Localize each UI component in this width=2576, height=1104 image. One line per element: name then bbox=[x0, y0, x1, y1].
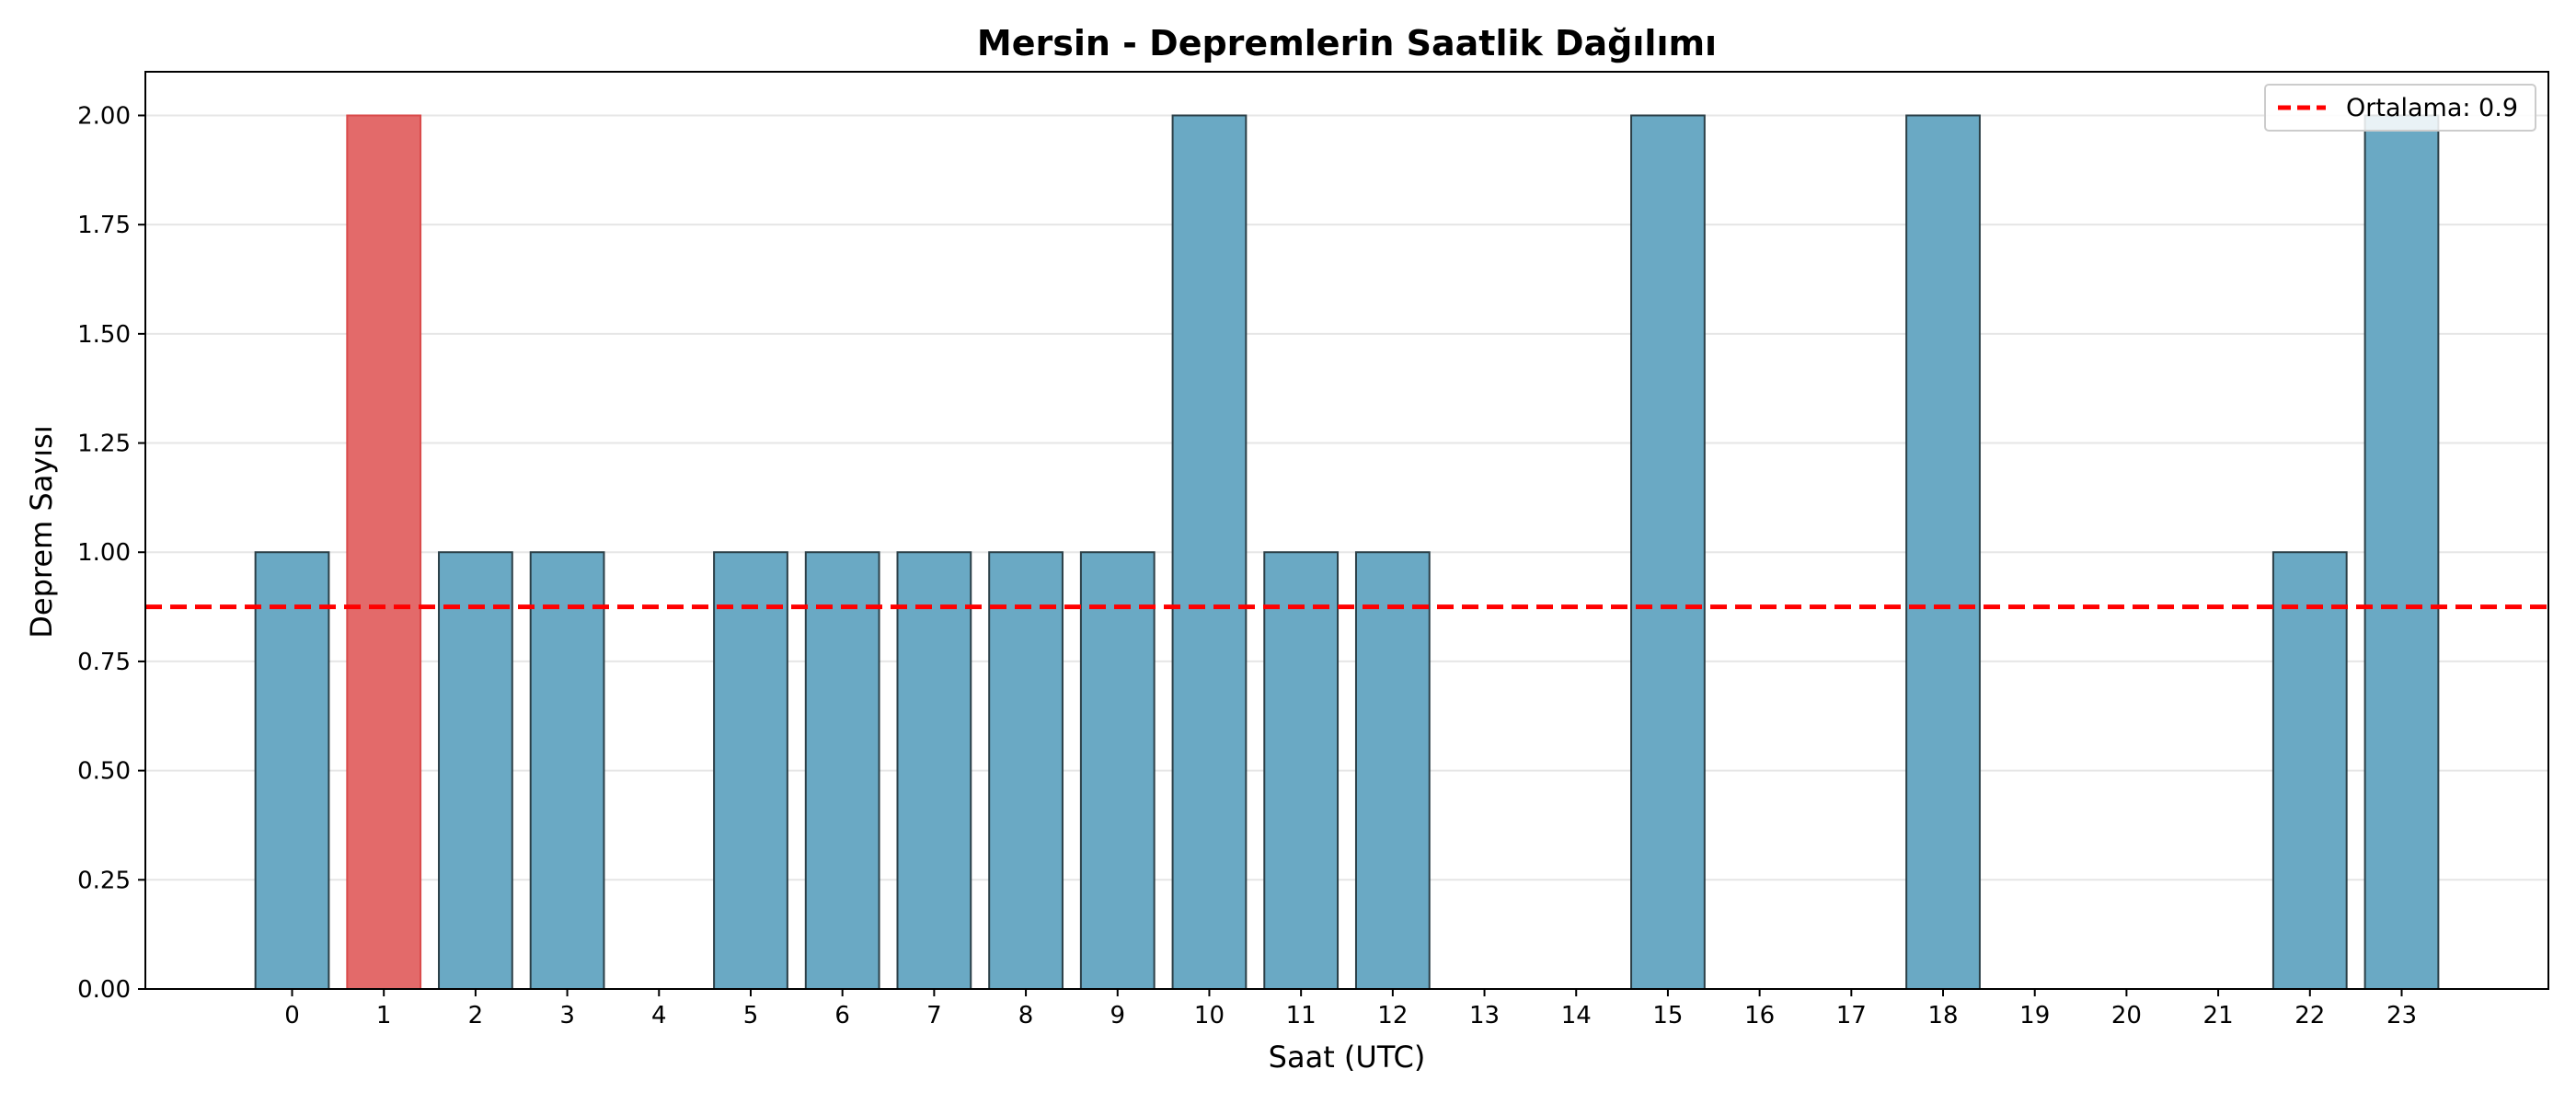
x-tick-label: 13 bbox=[1469, 1002, 1500, 1029]
x-tick-label: 17 bbox=[1836, 1002, 1867, 1029]
y-tick-label: 0.25 bbox=[77, 867, 131, 894]
x-tick-label: 2 bbox=[468, 1002, 484, 1029]
chart-title: Mersin - Depremlerin Saatlik Dağılımı bbox=[977, 23, 1717, 63]
bar-hour-9 bbox=[1079, 551, 1156, 990]
y-tick-label: 1.00 bbox=[77, 539, 131, 567]
y-tick-label: 2.00 bbox=[77, 102, 131, 130]
bar-hour-12 bbox=[1354, 551, 1431, 990]
x-tick-label: 6 bbox=[834, 1002, 850, 1029]
x-tick-label: 1 bbox=[376, 1002, 392, 1029]
y-tick-label: 0.50 bbox=[77, 758, 131, 786]
x-tick-label: 0 bbox=[284, 1002, 300, 1029]
bar-hour-10 bbox=[1171, 114, 1248, 990]
x-tick-label: 10 bbox=[1194, 1002, 1225, 1029]
bar-hour-3 bbox=[529, 551, 605, 990]
x-tick-label: 14 bbox=[1561, 1002, 1592, 1029]
x-axis-label: Saat (UTC) bbox=[1269, 1040, 1426, 1075]
bar-hour-18 bbox=[1905, 114, 1981, 990]
x-tick-label: 11 bbox=[1286, 1002, 1317, 1029]
x-axis-ticks: 0 1 2 3 4 5 6 7 8 9 10 11 12 13 14 15 16 17 18 19 20 21 22 23 bbox=[284, 989, 2417, 1029]
y-tick-label: 0.75 bbox=[77, 649, 131, 676]
bars bbox=[254, 114, 2440, 990]
y-tick-label: 0.00 bbox=[77, 976, 131, 1004]
bar-hour-1 bbox=[346, 114, 422, 990]
x-tick-label: 21 bbox=[2203, 1002, 2234, 1029]
x-tick-label: 4 bbox=[651, 1002, 667, 1029]
x-tick-label: 5 bbox=[743, 1002, 759, 1029]
x-tick-label: 12 bbox=[1377, 1002, 1408, 1029]
bar-hour-6 bbox=[804, 551, 880, 990]
x-tick-label: 22 bbox=[2294, 1002, 2325, 1029]
x-tick-label: 9 bbox=[1110, 1002, 1125, 1029]
y-axis-label: Deprem Sayısı bbox=[24, 425, 59, 638]
x-tick-label: 18 bbox=[1927, 1002, 1958, 1029]
x-tick-label: 23 bbox=[2386, 1002, 2417, 1029]
y-tick-label: 1.50 bbox=[77, 321, 131, 349]
bar-hour-5 bbox=[713, 551, 788, 990]
bar-hour-2 bbox=[438, 551, 513, 990]
x-tick-label: 15 bbox=[1652, 1002, 1683, 1029]
y-axis-ticks: 0.00 0.25 0.50 0.75 1.00 1.25 1.50 1.75 2.00 bbox=[77, 102, 145, 1004]
legend-box bbox=[2264, 84, 2536, 132]
y-tick-label: 1.75 bbox=[77, 212, 131, 239]
x-tick-label: 19 bbox=[2019, 1002, 2050, 1029]
legend: Ortalama: 0.9 bbox=[2264, 84, 2536, 132]
legend-mean-label: Ortalama: 0.9 bbox=[2346, 94, 2518, 122]
y-tick-label: 1.25 bbox=[77, 431, 131, 458]
x-tick-label: 8 bbox=[1018, 1002, 1034, 1029]
bar-hour-11 bbox=[1263, 551, 1340, 990]
x-tick-label: 16 bbox=[1744, 1002, 1775, 1029]
bar-hour-15 bbox=[1630, 114, 1706, 990]
bar-hour-0 bbox=[254, 551, 330, 990]
x-tick-label: 20 bbox=[2111, 1002, 2142, 1029]
x-tick-label: 7 bbox=[926, 1002, 942, 1029]
bar-hour-23 bbox=[2363, 114, 2440, 990]
x-tick-label: 3 bbox=[559, 1002, 575, 1029]
bar-hour-8 bbox=[988, 551, 1064, 990]
plot-frame bbox=[144, 71, 2549, 990]
bar-hour-7 bbox=[896, 551, 972, 990]
bar-hour-22 bbox=[2271, 551, 2348, 990]
